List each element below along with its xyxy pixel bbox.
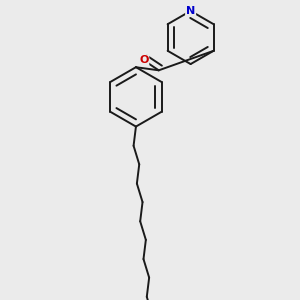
Text: N: N: [186, 6, 195, 16]
Text: O: O: [139, 55, 148, 65]
